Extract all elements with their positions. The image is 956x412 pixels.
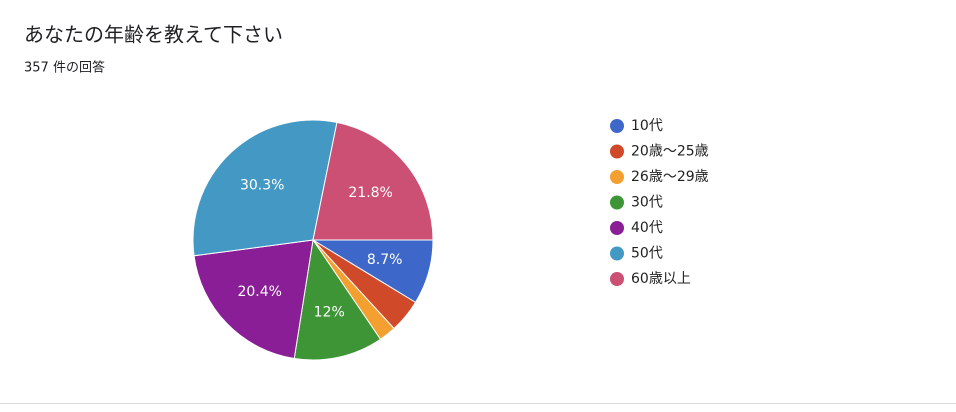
slice-label: 12% [314, 305, 345, 321]
pie-slice [192, 119, 338, 257]
legend-marker [610, 221, 624, 235]
legend-marker [610, 272, 624, 286]
slice-label: 30.3% [240, 178, 284, 194]
legend-label: 40代 [631, 220, 663, 236]
legend-label: 60歳以上 [631, 271, 691, 287]
legend-label: 30代 [631, 195, 663, 211]
legend-marker [610, 195, 624, 210]
legend-label: 26歳〜29歳 [631, 169, 709, 185]
legend-marker [610, 246, 624, 261]
legend-label: 50代 [631, 246, 663, 262]
slice-label: 21.8% [348, 185, 392, 201]
legend-label: 10代 [631, 118, 663, 134]
slice-label: 8.7% [367, 252, 403, 268]
slice-label: 20.4% [237, 284, 281, 300]
pie-slice [293, 238, 382, 361]
legend-marker [610, 119, 624, 133]
pie-slice [312, 121, 434, 241]
pie-slice [193, 239, 314, 360]
chart-title: あなたの年齢を教えて下さい [24, 23, 283, 47]
chart-subtitle: 357 件の回答 [24, 60, 105, 76]
legend-label: 20歳〜25歳 [631, 144, 709, 160]
legend-marker [610, 170, 624, 184]
legend-marker [610, 144, 624, 159]
